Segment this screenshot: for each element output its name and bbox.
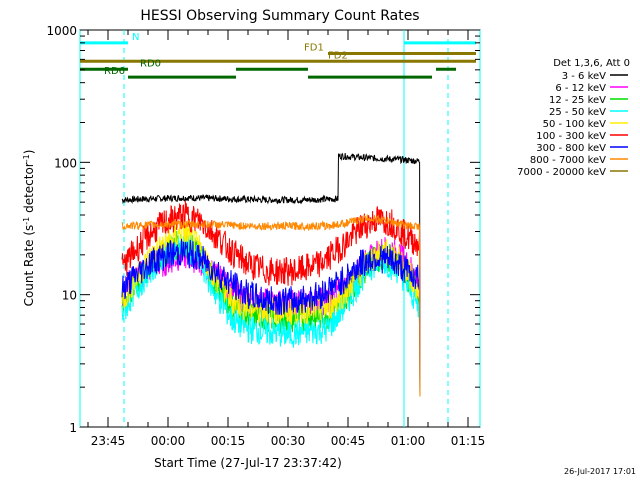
flag-label-fd1: FD1 — [304, 42, 324, 53]
y-axis-label: Count Rate (s-1 detector-1) — [22, 150, 36, 307]
y-tick-label: 10 — [62, 289, 77, 303]
series-line — [121, 214, 421, 397]
flag-label-rd6: RD6 — [104, 66, 125, 77]
x-tick-label: 01:15 — [451, 434, 486, 448]
x-tick-label: 01:00 — [391, 434, 426, 448]
x-axis-label: Start Time (27-Jul-17 23:37:42) — [154, 456, 342, 470]
x-tick-label: 00:15 — [211, 434, 246, 448]
legend-header: Det 1,3,6, Att 0 — [553, 58, 630, 69]
series-lines — [121, 152, 421, 397]
y-tick-label: 1 — [69, 421, 77, 435]
flag-label-rd0: RD0 — [140, 58, 161, 69]
series-line — [121, 238, 421, 397]
y-tick-label: 1000 — [46, 24, 77, 38]
x-axis: 23:45 00:00 00:15 00:30 00:45 01:00 01:15 — [87, 30, 486, 448]
y-tick-label: 100 — [54, 156, 77, 170]
series-line — [121, 200, 421, 397]
legend-label: 12 - 25 keV — [549, 95, 606, 106]
legend-label: 3 - 6 keV — [562, 71, 606, 82]
series-line — [121, 152, 421, 397]
legend-label: 50 - 100 keV — [543, 119, 607, 130]
flag-bars: N FD1 FD2 RD0 RD6 — [80, 32, 476, 79]
x-tick-label: 00:45 — [331, 434, 366, 448]
saa-markers — [79, 30, 481, 427]
y-axis: 1 10 100 1000 — [46, 24, 480, 435]
legend-label: 800 - 7000 keV — [530, 155, 606, 166]
flag-label-n: N — [132, 32, 139, 43]
x-tick-label: 23:45 — [91, 434, 126, 448]
legend-label: 300 - 800 keV — [536, 143, 606, 154]
x-tick-label: 00:30 — [271, 434, 306, 448]
legend-label: 6 - 12 keV — [555, 83, 606, 94]
chart-title: HESSI Observing Summary Count Rates — [140, 8, 419, 24]
legend-label: 100 - 300 keV — [536, 131, 606, 142]
legend-label: 25 - 50 keV — [549, 107, 606, 118]
x-tick-label: 00:00 — [151, 434, 186, 448]
footer-timestamp: 26-Jul-2017 17:01 — [564, 467, 636, 476]
legend-label: 7000 - 20000 keV — [517, 167, 606, 178]
flag-label-fd2: FD2 — [328, 50, 348, 61]
